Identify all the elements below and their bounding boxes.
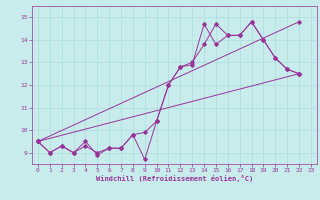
- X-axis label: Windchill (Refroidissement éolien,°C): Windchill (Refroidissement éolien,°C): [96, 175, 253, 182]
